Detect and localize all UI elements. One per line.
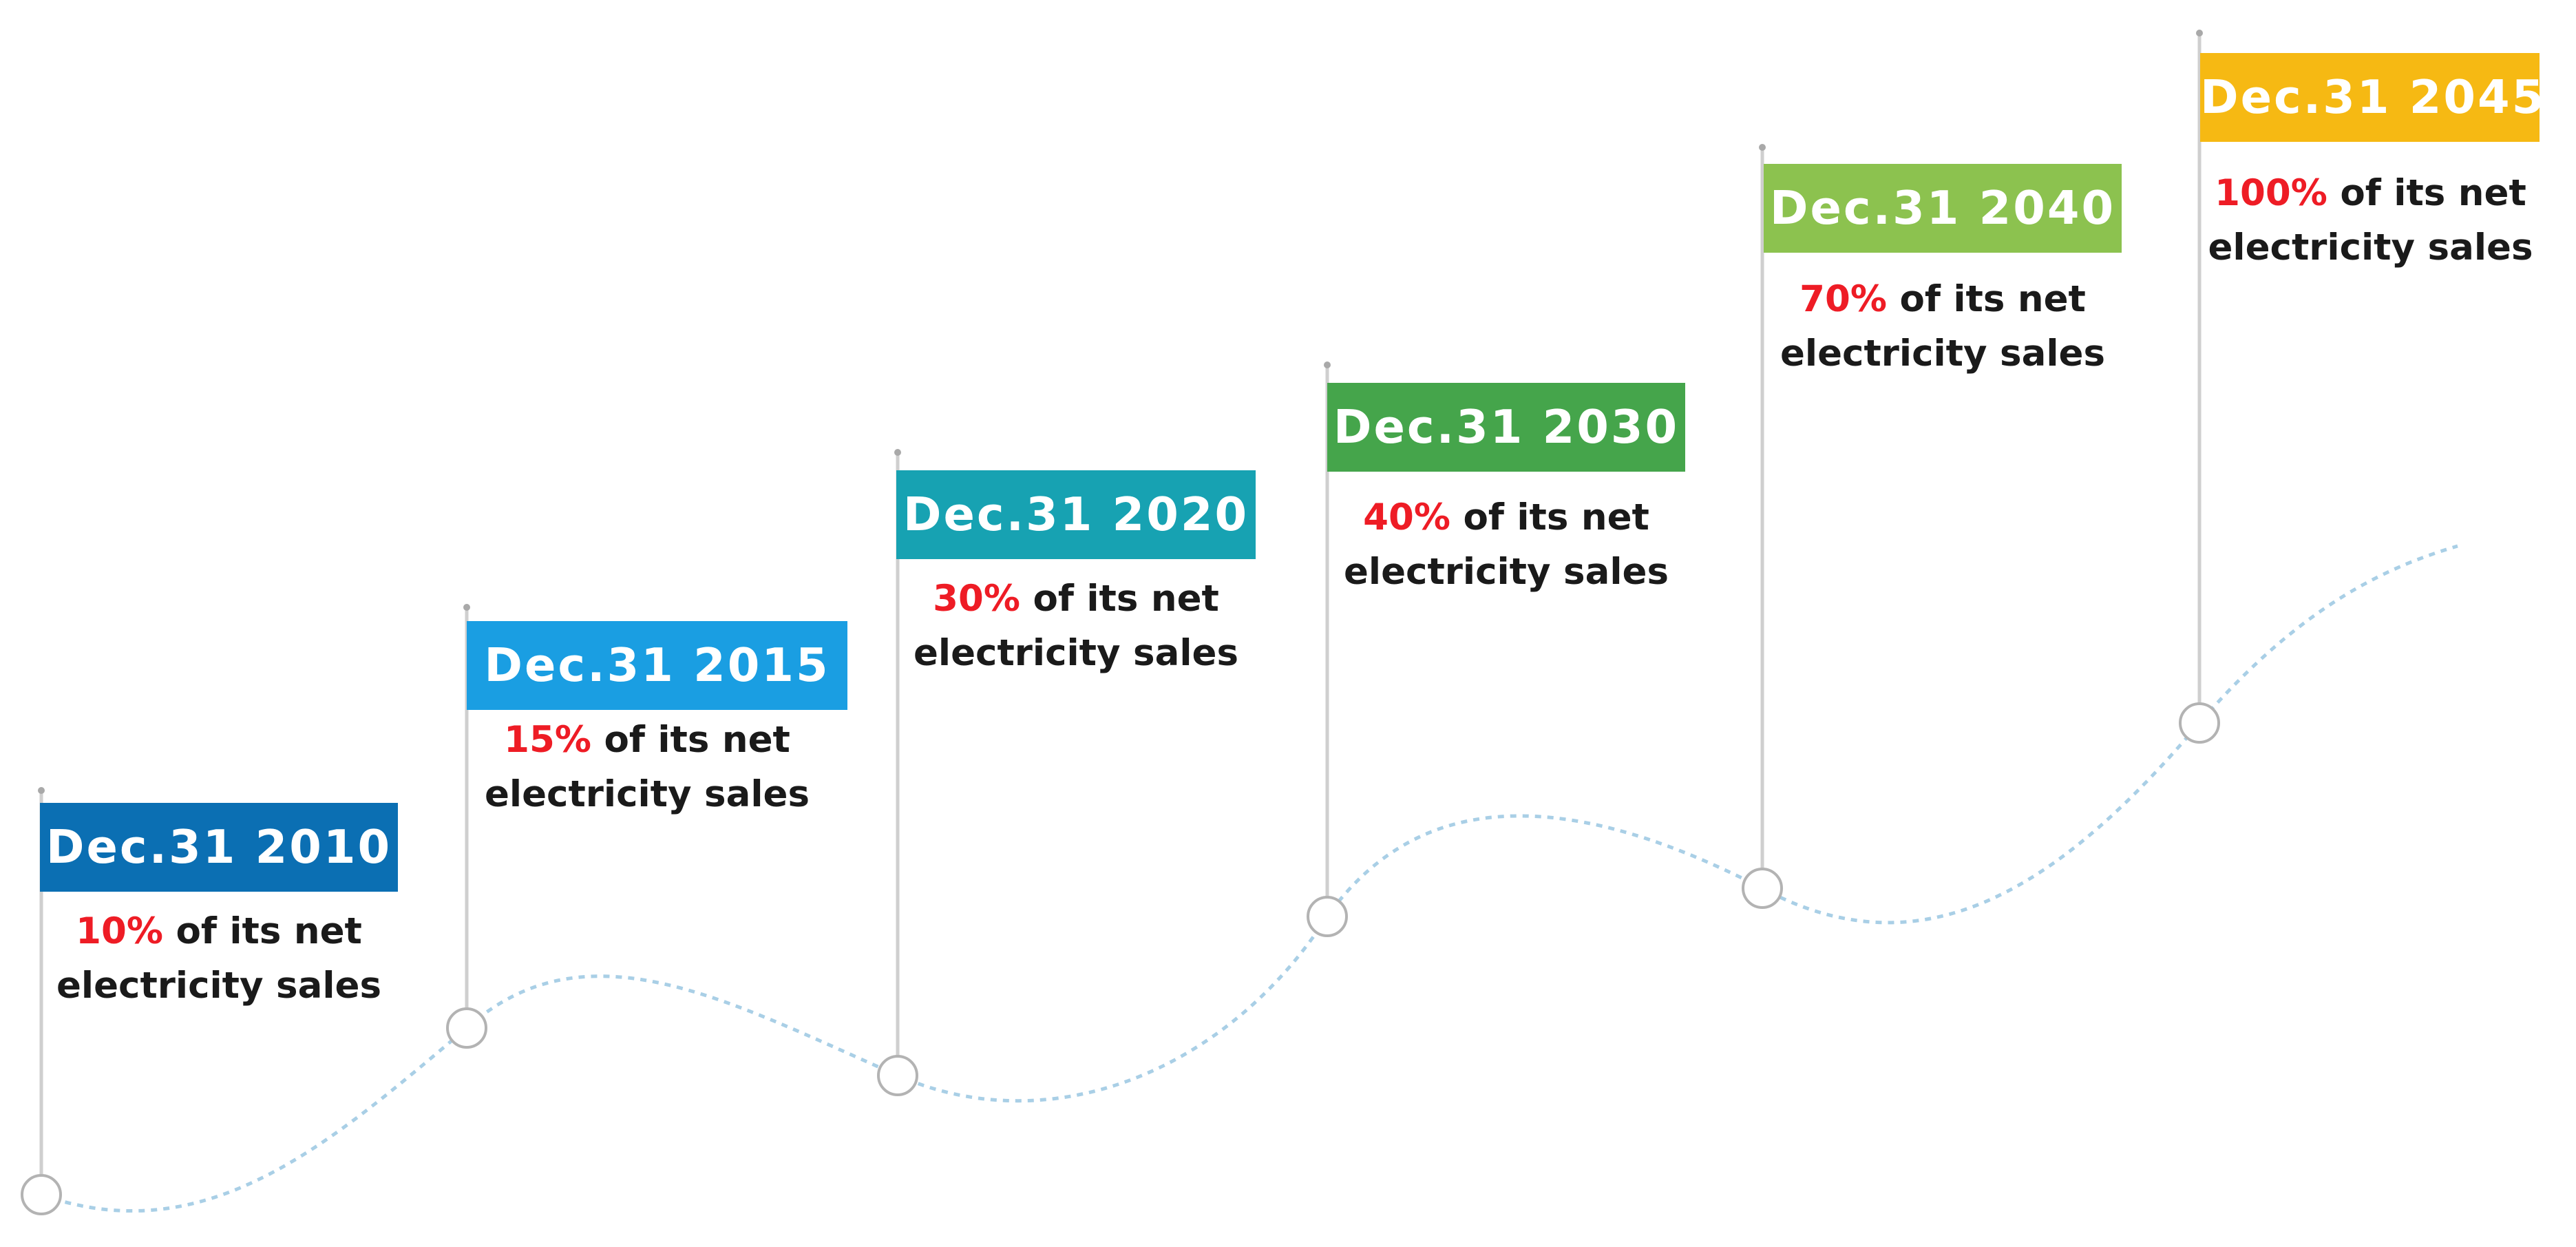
milestone-text2-2010: electricity sales: [56, 965, 381, 1007]
timeline-node-2030: [1307, 896, 1348, 937]
milestone-text-2010: of its net: [176, 910, 362, 952]
pole-tip-2045: [2196, 30, 2203, 36]
milestone-percent-2045: 100%: [2215, 172, 2327, 214]
milestone-percent-2020: 30%: [933, 578, 1020, 620]
milestone-text2-2045: electricity sales: [2208, 227, 2533, 269]
pole-tip-2040: [1759, 144, 1766, 151]
timeline-node-2020: [877, 1055, 918, 1096]
pole-tip-2020: [894, 449, 901, 456]
milestone-percent-2040: 70%: [1799, 278, 1887, 320]
pole-tip-2015: [463, 604, 470, 611]
milestone-caption-2010: 10% of its net electricity sales: [40, 904, 398, 1013]
pole-tip-2010: [38, 787, 45, 794]
milestone-flag-2015: Dec.31 2015: [467, 621, 847, 710]
milestone-flag-2045: Dec.31 2045: [2200, 53, 2544, 142]
milestone-flag-2030: Dec.31 2030: [1327, 383, 1685, 472]
milestone-flag-2020: Dec.31 2020: [896, 470, 1256, 559]
pole-tip-2030: [1324, 361, 1331, 368]
timeline-node-2015: [446, 1007, 487, 1049]
milestone-text-2030: of its net: [1463, 496, 1649, 538]
milestone-text-2020: of its net: [1033, 578, 1219, 620]
trend-curve: [41, 544, 2458, 1213]
milestone-text-2015: of its net: [604, 719, 790, 761]
milestone-flag-2010: Dec.31 2010: [40, 803, 398, 892]
milestone-text-2040: of its net: [1899, 278, 2086, 320]
milestone-percent-2010: 10%: [76, 910, 163, 952]
milestone-caption-2045: 100% of its net electricity sales: [2200, 166, 2541, 275]
milestone-percent-2030: 40%: [1363, 496, 1450, 538]
milestone-text-2045: of its net: [2340, 172, 2526, 214]
milestone-caption-2030: 40% of its net electricity sales: [1327, 490, 1685, 599]
milestone-text2-2040: electricity sales: [1780, 333, 2105, 375]
milestone-text2-2015: electricity sales: [484, 773, 810, 815]
milestone-caption-2020: 30% of its net electricity sales: [897, 572, 1255, 680]
milestone-text2-2020: electricity sales: [913, 632, 1238, 674]
milestone-caption-2040: 70% of its net electricity sales: [1764, 272, 2122, 381]
milestone-flag-2040: Dec.31 2040: [1764, 164, 2122, 253]
milestone-percent-2015: 15%: [504, 719, 591, 761]
timeline-node-2010: [21, 1174, 62, 1215]
milestone-text2-2030: electricity sales: [1343, 551, 1669, 593]
milestone-caption-2015: 15% of its net electricity sales: [468, 713, 826, 821]
timeline-node-2045: [2179, 702, 2220, 744]
timeline-node-2040: [1742, 868, 1783, 909]
